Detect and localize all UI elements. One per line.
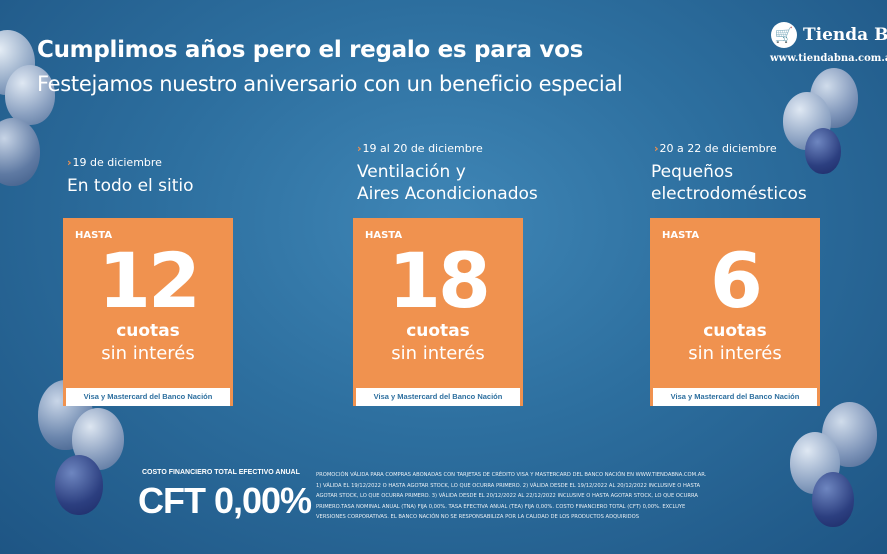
category-line: En todo el sitio: [67, 176, 194, 196]
cuotas-label: cuotas: [406, 321, 470, 341]
category-line: Aires Acondicionados: [357, 184, 538, 204]
card-footer: Visa y Mastercard del Banco Nación: [653, 388, 817, 406]
balloon-decoration: [812, 472, 854, 527]
card-footer: Visa y Mastercard del Banco Nación: [66, 388, 230, 406]
balloon-decoration: [55, 455, 103, 515]
promo-date: 19 de diciembre: [67, 156, 162, 170]
category-line: Pequeños: [651, 162, 734, 182]
shopping-cart-icon: 🛒: [771, 22, 797, 48]
cuotas-label: cuotas: [703, 321, 767, 341]
tienda-bna-logo[interactable]: 🛒 Tienda BNA: [771, 22, 887, 48]
sin-interes-label: sin interés: [101, 343, 195, 364]
promo-card-18-cuotas[interactable]: HASTA 18 cuotas sin interés Visa y Maste…: [353, 218, 523, 406]
cuotas-number: 18: [388, 236, 491, 325]
category-line: electrodomésticos: [651, 184, 807, 204]
promo-card-6-cuotas[interactable]: HASTA 6 cuotas sin interés Visa y Master…: [650, 218, 820, 406]
cft-label: COSTO FINANCIERO TOTAL EFECTIVO ANUAL: [142, 469, 300, 476]
balloon-decoration: [805, 128, 841, 174]
cft-value: CFT 0,00%: [138, 480, 312, 521]
legal-line: PRIMERO.TASA NOMINAL ANUAL (TNA) FIJA 0,…: [316, 503, 686, 510]
cuotas-label: cuotas: [116, 321, 180, 341]
promo-date: 19 al 20 de diciembre: [357, 142, 483, 156]
logo-url[interactable]: www.tiendabna.com.ar: [770, 53, 887, 64]
cuotas-number: 12: [98, 236, 201, 325]
legal-disclaimer: PROMOCIÓN VÁLIDA PARA COMPRAS ABONADAS C…: [316, 470, 728, 523]
cuotas-number: 6: [710, 236, 763, 325]
legal-line: 1) VÁLIDA EL 19/12/2022 O HASTA AGOTAR S…: [316, 482, 701, 489]
promo-category: En todo el sitio: [67, 175, 194, 197]
hasta-label: HASTA: [365, 230, 403, 241]
legal-line: PROMOCIÓN VÁLIDA PARA COMPRAS ABONADAS C…: [316, 472, 707, 478]
page-title: Cumplimos años pero el regalo es para vo…: [37, 37, 583, 63]
sin-interes-label: sin interés: [391, 343, 485, 364]
legal-line: AGOTAR STOCK, LO QUE OCURRA PRIMERO. 3) …: [316, 493, 698, 499]
promo-date: 20 a 22 de diciembre: [654, 142, 777, 156]
promo-category: Ventilación y Aires Acondicionados: [357, 161, 538, 205]
hasta-label: HASTA: [662, 230, 700, 241]
balloon-decoration: [5, 65, 55, 125]
promo-card-12-cuotas[interactable]: HASTA 12 cuotas sin interés Visa y Maste…: [63, 218, 233, 406]
balloon-decoration: [0, 118, 40, 186]
legal-line: VERSIONES CORPORATIVAS. EL BANCO NACIÓN …: [316, 514, 639, 520]
sin-interes-label: sin interés: [688, 343, 782, 364]
category-line: Ventilación y: [357, 162, 466, 182]
logo-name: Tienda BNA: [803, 25, 887, 45]
hasta-label: HASTA: [75, 230, 113, 241]
page-subtitle: Festejamos nuestro aniversario con un be…: [37, 72, 623, 96]
card-footer: Visa y Mastercard del Banco Nación: [356, 388, 520, 406]
promo-category: Pequeños electrodomésticos: [651, 161, 807, 205]
